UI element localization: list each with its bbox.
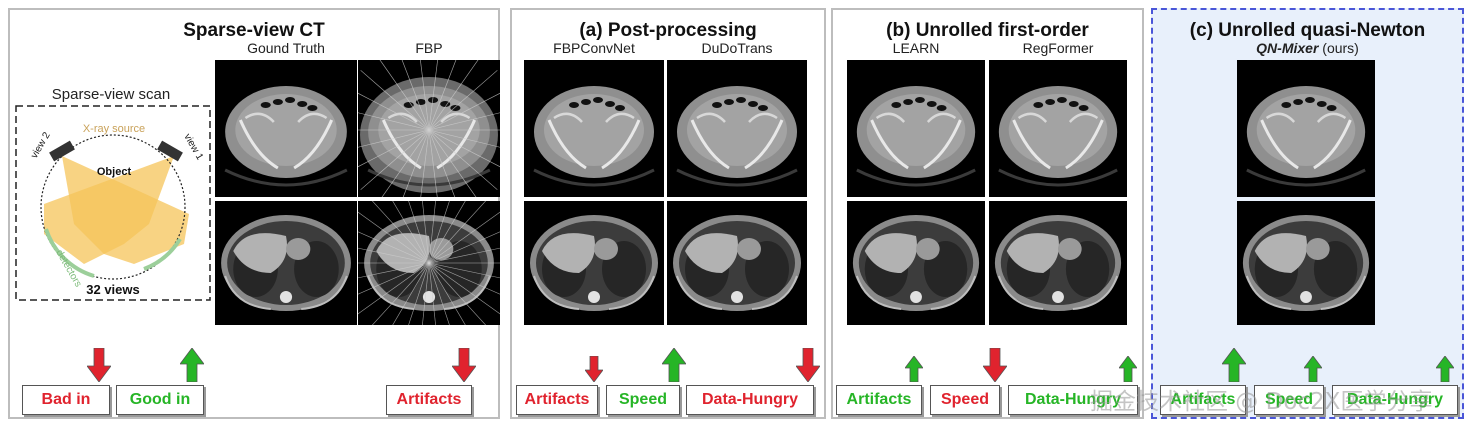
object-label: Object xyxy=(97,166,132,178)
views-count-label: 32 views xyxy=(86,282,140,297)
down-arrow-icon xyxy=(796,348,820,382)
ct-image-fbp-pelvis xyxy=(358,60,500,197)
badge-speed: Speed xyxy=(606,385,680,415)
panel-unrolled-first-order: (b) Unrolled first-order xyxy=(831,8,1144,419)
column-caption-dudotrans: DuDoTrans xyxy=(701,40,773,56)
column-caption-ground-truth: Gound Truth xyxy=(247,40,325,56)
panel-title: Sparse-view CT xyxy=(183,20,325,41)
view1-label: view 1 xyxy=(181,132,205,162)
panel-post-processing: (a) Post-processing xyxy=(510,8,826,419)
ct-image-qn-mixer-chest xyxy=(1237,201,1375,325)
ct-image-regformer-pelvis xyxy=(989,60,1127,197)
panel-title: (b) Unrolled first-order xyxy=(886,20,1089,41)
column-caption-fbp: FBP xyxy=(415,40,443,56)
ct-image-dudotrans-pelvis xyxy=(667,60,807,197)
badge-data-hungry: Data-Hungry xyxy=(1008,385,1138,415)
ct-image-ground-truth-pelvis xyxy=(215,60,357,197)
ct-image-qn-mixer-pelvis xyxy=(1237,60,1375,197)
ours-label: (ours) xyxy=(1318,40,1359,56)
down-arrow-icon xyxy=(452,348,476,382)
ct-image-regformer-chest xyxy=(989,201,1127,325)
x-ray-source-label: X-ray source xyxy=(83,123,145,135)
sparse-view-scan-diagram: X-ray source view 1 view 2 Object detect… xyxy=(15,105,211,301)
view2-source-icon xyxy=(49,140,75,162)
up-arrow-icon xyxy=(1222,348,1246,382)
ct-image-learn-chest xyxy=(847,201,985,325)
ct-image-dudotrans-chest xyxy=(667,201,807,325)
badge-speed: Speed xyxy=(1254,385,1324,415)
column-caption-regformer: RegFormer xyxy=(1022,40,1094,56)
up-arrow-icon xyxy=(180,348,204,382)
down-arrow-icon xyxy=(983,348,1007,382)
scan-title: Sparse-view scan xyxy=(51,86,171,103)
down-arrow-icon xyxy=(87,348,111,382)
panel-title: (a) Post-processing xyxy=(579,20,757,41)
view1-source-icon xyxy=(157,140,183,162)
watermark: 掘金技术社区 @ Doc2X医学分享 xyxy=(1090,389,1433,415)
method-name: QN-Mixer xyxy=(1256,40,1319,56)
badge-artifacts: Artifacts xyxy=(836,385,922,415)
detector-arc xyxy=(44,228,95,278)
ct-image-fbpconvnet-chest xyxy=(524,201,664,325)
ct-image-fbp-chest xyxy=(358,201,500,325)
up-arrow-icon xyxy=(662,348,686,382)
up-arrow-icon xyxy=(1304,356,1322,382)
ct-image-ground-truth-chest xyxy=(215,201,357,325)
badge-good-in: Good in xyxy=(116,385,204,415)
badge-artifacts: Artifacts xyxy=(516,385,598,415)
down-arrow-icon xyxy=(585,356,603,382)
up-arrow-icon xyxy=(905,356,923,382)
badge-artifacts: Artifacts xyxy=(1160,385,1246,415)
badge-bad-in: Bad in xyxy=(22,385,110,415)
ct-image-fbpconvnet-pelvis xyxy=(524,60,664,197)
column-caption-fbpconvnet: FBPConvNet xyxy=(553,40,635,56)
badge-artifacts: Artifacts xyxy=(386,385,472,415)
up-arrow-icon xyxy=(1119,356,1137,382)
badge-data-hungry: Data-Hungry xyxy=(1332,385,1458,415)
up-arrow-icon xyxy=(1436,356,1454,382)
ct-image-learn-pelvis xyxy=(847,60,985,197)
x-ray-beam-view2 xyxy=(62,156,189,264)
badge-speed: Speed xyxy=(930,385,1000,415)
badge-data-hungry: Data-Hungry xyxy=(686,385,814,415)
view2-label: view 2 xyxy=(29,130,53,160)
method-caption: QN-Mixer (ours) xyxy=(1151,40,1464,56)
column-caption-learn: LEARN xyxy=(892,40,940,56)
panel-title: (c) Unrolled quasi-Newton xyxy=(1189,20,1426,41)
